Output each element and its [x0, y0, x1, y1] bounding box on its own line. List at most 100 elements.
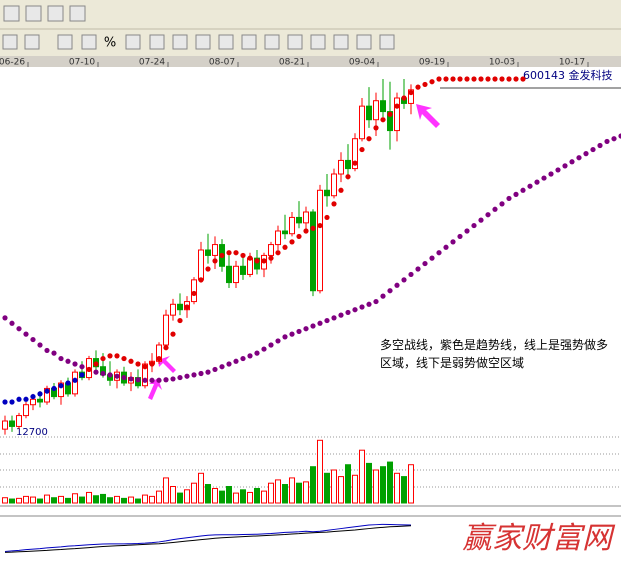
tool-icon[interactable] [69, 5, 86, 22]
short-dot [408, 89, 414, 96]
trend-dot [576, 155, 582, 161]
volume-bar [282, 484, 288, 504]
volume-bar [170, 486, 176, 504]
trend-dot [198, 370, 204, 377]
candle-body [275, 230, 281, 246]
tool-icon[interactable] [195, 34, 211, 50]
candle-body [30, 398, 36, 406]
trend-dot [359, 304, 365, 310]
tool-icon[interactable] [287, 34, 303, 50]
tool-icon[interactable] [125, 34, 141, 50]
tool-icon[interactable] [2, 34, 18, 50]
trend-dot [506, 195, 512, 202]
arrow [158, 356, 176, 373]
candle-body [366, 105, 372, 121]
volume-bar [338, 476, 344, 504]
trend-dot [401, 277, 407, 283]
short-dot [464, 76, 470, 82]
tool-icon[interactable] [333, 34, 349, 50]
candle-body [310, 211, 316, 292]
tool-icon[interactable] [25, 5, 42, 22]
candle-body [303, 211, 309, 224]
candle-body [191, 279, 197, 303]
short-dot [16, 396, 22, 402]
tool-icon[interactable] [264, 34, 280, 50]
tool-icon[interactable] [3, 5, 20, 22]
volume-bar [2, 497, 8, 504]
volume-bar [373, 469, 379, 504]
trend-dot [520, 187, 526, 193]
tool-icon[interactable] [241, 34, 257, 50]
trend-dot [177, 374, 183, 381]
trend-dot [604, 138, 610, 145]
candle-body [16, 415, 22, 427]
x-tick-label: 09-04 [349, 58, 375, 68]
short-dot [324, 214, 330, 221]
candle-body [408, 89, 414, 104]
tool-icon[interactable] [57, 34, 73, 50]
trend-dot [464, 228, 470, 234]
short-dot [2, 399, 8, 405]
trend-dot [450, 239, 456, 245]
tool-icon[interactable] [356, 34, 372, 50]
short-dot [303, 228, 309, 234]
candle-body [289, 216, 295, 235]
trend-dot [247, 353, 253, 359]
annotation: 多空战线，紫色是趋势线，线上是强势做多区域，线下是弱势做空区域 [380, 338, 609, 370]
volume-bar [135, 498, 141, 504]
trend-dot [9, 320, 15, 326]
candle-body [240, 265, 246, 275]
short-dot [289, 239, 295, 245]
tool-icon[interactable] [379, 34, 395, 50]
candle-body [373, 100, 379, 121]
candle-body [254, 257, 260, 270]
trend-dot [100, 370, 106, 377]
x-tick-label: 10-03 [489, 58, 515, 68]
volume-bar [212, 487, 218, 504]
tool-icon[interactable] [149, 34, 165, 50]
trend-dot [611, 136, 617, 142]
trend-dot [226, 361, 232, 367]
short-dot [163, 345, 169, 351]
volume-bar [51, 497, 57, 504]
tool-icon[interactable] [47, 5, 64, 22]
arrows [148, 104, 440, 400]
short-dot [366, 136, 372, 142]
trend-dot [436, 250, 442, 256]
tool-icon[interactable] [310, 34, 326, 50]
x-tick-label: 09-19 [419, 58, 445, 68]
trend-dot [415, 266, 421, 272]
short-dot [86, 366, 92, 373]
trend-dot [170, 376, 176, 382]
tool-icon[interactable] [81, 34, 97, 50]
short-dot [499, 76, 505, 82]
volume-bar [303, 481, 309, 504]
short-dot [457, 76, 463, 82]
volume-bar [44, 494, 50, 504]
volume-bar [177, 492, 183, 504]
tool-icon[interactable] [172, 34, 188, 50]
volume-bar [233, 492, 239, 504]
trend-dot [569, 159, 575, 165]
volume-bar [345, 464, 351, 504]
short-dot [65, 380, 71, 386]
trend-dot [37, 342, 43, 348]
short-dot [44, 388, 50, 394]
candle-body [387, 111, 393, 132]
short-dot [205, 266, 211, 272]
trend-dot [457, 233, 463, 240]
trend-dot [422, 260, 428, 267]
tool-icon[interactable] [24, 34, 40, 50]
tool-icon[interactable] [218, 34, 234, 50]
percent-button[interactable]: % [104, 36, 116, 51]
arrow [416, 104, 440, 128]
x-tick-label: 07-10 [69, 58, 95, 68]
stock-label: 600143 金发科技 [523, 68, 613, 82]
short-dot [156, 355, 162, 362]
trend-dot [590, 146, 596, 153]
candle-body [72, 371, 78, 395]
short-dot [72, 377, 78, 383]
volume-bar [121, 497, 127, 504]
trend-dot [65, 358, 71, 364]
